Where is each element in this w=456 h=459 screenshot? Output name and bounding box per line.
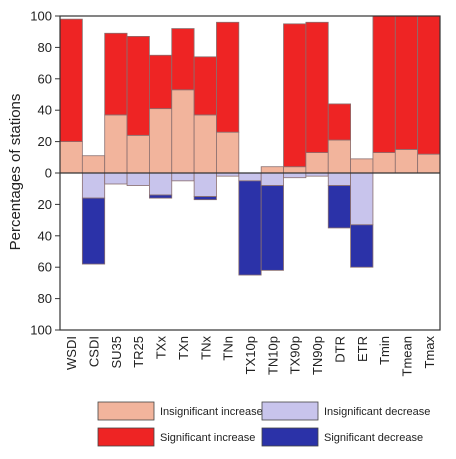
- bar-tnn-insig-increase: [216, 131, 240, 174]
- bar-tn90p-insig-increase: [305, 152, 329, 174]
- category-label-csdi: CSDI: [87, 336, 102, 367]
- bar-tmax-insig-increase: [417, 153, 441, 174]
- bar-tx10p-sig-decrease: [238, 180, 262, 276]
- legend-label: Insignificant increase: [160, 406, 263, 418]
- legend-swatch: [261, 427, 319, 447]
- category-label-txn: TXn: [176, 336, 191, 360]
- category-label-tr25: TR25: [131, 336, 146, 368]
- bar-dtr-sig-increase: [327, 103, 351, 141]
- bar-dtr-insig-decrease: [327, 172, 351, 186]
- bar-txn-insig-decrease: [171, 172, 195, 182]
- bar-csdi-insig-increase: [81, 155, 106, 174]
- y-tick-label: 20: [38, 134, 52, 149]
- y-ticks-layer: 100 80 60 40 20 0 20 40 60 80 100: [30, 9, 60, 338]
- bar-tn90p-sig-increase: [305, 21, 329, 153]
- legend-label: Insignificant decrease: [324, 406, 430, 418]
- category-label-tn10p: TN10p: [265, 336, 280, 375]
- bar-su35-insig-increase: [104, 114, 128, 174]
- bar-txx-sig-increase: [149, 54, 173, 110]
- bar-tmean-sig-increase: [394, 15, 419, 150]
- bar-tmean-insig-increase: [394, 149, 419, 174]
- legend-swatch: [261, 401, 319, 421]
- legend-label: Significant increase: [160, 432, 255, 444]
- bar-tmin-sig-increase: [372, 15, 396, 153]
- bar-txx-insig-increase: [149, 108, 173, 174]
- y-tick-label: 20: [38, 197, 52, 212]
- category-label-tnx: TNx: [198, 336, 213, 360]
- bar-csdi-sig-decrease: [81, 197, 106, 265]
- category-label-etr: ETR: [355, 336, 370, 362]
- bar-tmin-insig-increase: [372, 152, 396, 174]
- bar-dtr-sig-decrease: [327, 185, 351, 229]
- bar-tnn-sig-increase: [216, 21, 240, 133]
- bar-tx10p-insig-decrease: [238, 172, 262, 182]
- y-tick-label: 0: [45, 166, 52, 181]
- y-tick-label: 80: [38, 40, 52, 55]
- bar-tx90p-sig-increase: [283, 23, 307, 168]
- bar-txn-sig-increase: [171, 28, 195, 91]
- category-label-tmean: Tmean: [399, 336, 414, 376]
- bar-su35-sig-increase: [104, 32, 128, 116]
- category-label-wsdi: WSDI: [64, 336, 79, 370]
- bar-etr-sig-decrease: [350, 224, 374, 268]
- bar-tnx-insig-increase: [193, 114, 217, 174]
- bar-wsdi-insig-increase: [59, 141, 83, 174]
- category-label-tx10p: TX10p: [243, 336, 258, 374]
- y-tick-label: 100: [30, 9, 52, 24]
- bar-tr25-sig-increase: [126, 36, 150, 136]
- bar-txx-insig-decrease: [149, 172, 173, 196]
- category-label-su35: SU35: [109, 336, 124, 369]
- bar-wsdi-sig-increase: [59, 18, 83, 142]
- bar-txx-sig-decrease: [149, 194, 173, 199]
- bar-tnx-sig-decrease: [193, 196, 217, 201]
- bar-tr25-insig-decrease: [126, 172, 150, 186]
- y-tick-label: 60: [38, 71, 52, 86]
- category-labels-layer: WSDI CSDI SU35 TR25 TXx TXn TNx TNn TX10p TN10p TX…: [64, 336, 437, 377]
- bar-dtr-insig-increase: [327, 139, 351, 174]
- bar-tn10p-insig-increase: [260, 166, 284, 174]
- y-tick-label: 100: [30, 323, 52, 338]
- bars-layer: [59, 15, 441, 276]
- y-tick-label: 80: [38, 291, 52, 306]
- y-tick-label: 60: [38, 260, 52, 275]
- bar-tnx-insig-decrease: [193, 172, 217, 197]
- bar-etr-insig-decrease: [350, 172, 374, 226]
- bar-csdi-insig-decrease: [81, 172, 106, 199]
- bar-tnx-sig-increase: [193, 56, 217, 116]
- legend-swatch: [97, 427, 155, 447]
- y-axis-label: Percentages of stations: [7, 94, 24, 251]
- bar-tn10p-sig-decrease: [260, 185, 284, 271]
- category-label-tn90p: TN90p: [310, 336, 325, 375]
- bar-txn-insig-increase: [171, 89, 195, 174]
- bar-etr-insig-increase: [350, 158, 374, 174]
- bar-su35-insig-decrease: [104, 172, 128, 185]
- bar-tx90p-insig-increase: [283, 166, 307, 174]
- category-label-tmin: Tmin: [377, 336, 392, 365]
- category-label-tx90p: TX90p: [288, 336, 303, 374]
- category-label-tmax: Tmax: [422, 336, 437, 369]
- bar-tmax-sig-increase: [417, 15, 441, 155]
- y-tick-label: 40: [38, 103, 52, 118]
- legend-label: Significant decrease: [324, 432, 423, 444]
- y-tick-label: 40: [38, 228, 52, 243]
- category-label-dtr: DTR: [332, 336, 347, 363]
- bar-tx90p-insig-decrease: [283, 172, 307, 179]
- bar-tr25-insig-increase: [126, 134, 150, 174]
- bar-tn10p-insig-decrease: [260, 172, 284, 186]
- category-label-tnn: TNn: [221, 336, 236, 361]
- legend: Insignificant increase Insignificant decr…: [97, 401, 430, 447]
- category-label-txx: TXx: [154, 336, 169, 360]
- legend-swatch: [97, 401, 155, 421]
